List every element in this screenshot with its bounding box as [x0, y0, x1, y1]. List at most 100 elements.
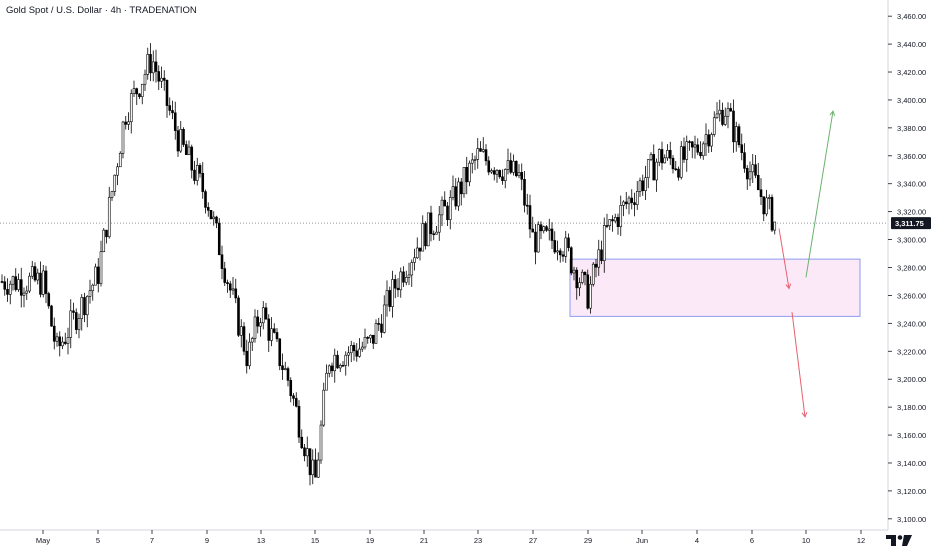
candle-down [267, 318, 271, 341]
y-tick-label: 3,380.00 [897, 124, 926, 133]
candle-up [578, 282, 581, 289]
y-tick-label: 3,360.00 [897, 152, 926, 161]
x-tick-label: 10 [802, 536, 810, 545]
candle-down [514, 160, 518, 177]
candle-up [701, 143, 705, 157]
candle-up [451, 186, 455, 198]
candle-up [655, 161, 658, 181]
candle-down [509, 160, 513, 173]
candle-up [773, 221, 777, 231]
candle-up [374, 323, 378, 344]
chart-title: Gold Spot / U.S. Dollar · 4h · TRADENATI… [6, 5, 197, 16]
candle-up [391, 279, 394, 307]
x-tick-label: 5 [96, 536, 100, 545]
candle-down [432, 233, 436, 236]
candle-down [550, 228, 554, 241]
candle-up [536, 224, 540, 253]
candle-up [657, 149, 661, 163]
candle-down [668, 150, 672, 159]
candle-down [297, 405, 301, 438]
candle-down [605, 225, 609, 227]
candle-up [542, 226, 546, 232]
candle-up [160, 77, 163, 82]
candle-up [644, 177, 647, 192]
candle-up [613, 217, 617, 222]
candle-down [671, 157, 675, 170]
candle-down [402, 271, 405, 283]
candle-down [446, 205, 449, 220]
candle-down [47, 293, 51, 307]
candle-down [220, 254, 224, 269]
candle-down [330, 365, 334, 372]
y-tick-label: 3,340.00 [897, 180, 926, 189]
candle-down [393, 279, 397, 289]
candle-up [679, 146, 683, 178]
candle-down [377, 323, 381, 325]
candle-down [294, 398, 298, 407]
y-tick-label: 3,460.00 [897, 12, 926, 21]
candle-up [404, 277, 408, 283]
candle-down [154, 61, 158, 72]
candle-down [215, 216, 218, 224]
candle-up [349, 345, 353, 354]
candle-up [481, 149, 485, 152]
candle-down [531, 228, 535, 233]
y-tick-label: 3,280.00 [897, 264, 926, 273]
candle-down [14, 276, 18, 290]
candle-up [36, 272, 40, 281]
candle-down [729, 108, 733, 112]
candle-down [217, 222, 221, 256]
candle-down [492, 170, 496, 175]
arrowhead-down-first-leg [785, 283, 792, 290]
candle-down [528, 205, 532, 230]
candle-down [371, 334, 375, 344]
candle-up [11, 276, 15, 285]
y-tick-label: 3,220.00 [897, 347, 926, 356]
candle-down [616, 217, 620, 227]
candle-down [424, 223, 427, 247]
candle-up [195, 165, 199, 181]
candle-up [360, 346, 364, 350]
candle-up [127, 121, 130, 125]
candle-up [693, 144, 697, 148]
current-price-label: 3,311.75 [895, 219, 924, 228]
candle-down [688, 141, 691, 143]
candle-down [138, 93, 141, 98]
candle-down [743, 152, 746, 169]
candle-up [649, 154, 653, 160]
candle-up [250, 338, 254, 343]
candle-up [69, 310, 73, 338]
candle-up [457, 181, 460, 207]
x-tick-label: 21 [420, 536, 428, 545]
candle-up [369, 334, 372, 339]
candle-up [437, 214, 441, 233]
arrow-down-first-leg [778, 228, 790, 289]
candle-up [316, 459, 320, 478]
candle-up [597, 249, 601, 268]
candle-up [506, 160, 510, 170]
candle-down [308, 448, 312, 476]
candle-up [734, 126, 738, 143]
candle-up [622, 201, 625, 206]
candle-up [358, 348, 361, 357]
x-tick-label: 6 [750, 536, 754, 545]
candle-up [564, 237, 568, 257]
candle-down [682, 146, 686, 160]
candle-up [382, 304, 386, 333]
candle-down [558, 250, 562, 256]
candle-down [737, 126, 741, 145]
candle-down [611, 219, 614, 222]
candle-up [638, 180, 642, 192]
candle-up [710, 134, 713, 147]
candle-up [704, 134, 708, 145]
x-tick-label: 9 [205, 536, 209, 545]
candle-down [168, 105, 172, 111]
candle-down [583, 271, 587, 276]
candle-up [283, 368, 287, 370]
candle-up [363, 337, 367, 348]
candle-down [157, 71, 161, 82]
candle-down [223, 268, 227, 283]
candle-down [454, 186, 458, 207]
y-tick-label: 3,240.00 [897, 319, 926, 328]
